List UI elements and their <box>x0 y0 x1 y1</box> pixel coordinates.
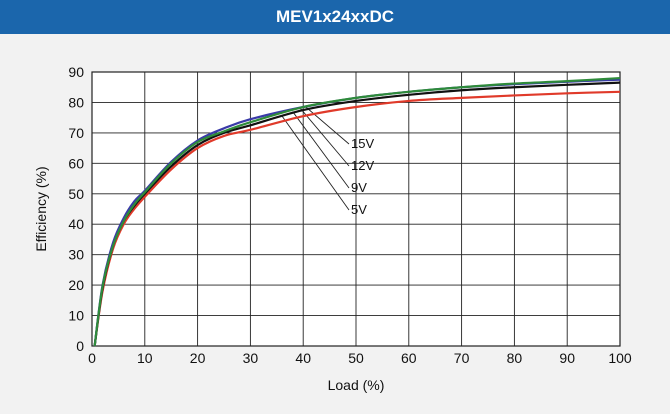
chart-title: MEV1x24xxDC <box>0 0 670 34</box>
callout-leader-line <box>300 108 350 167</box>
series-line-15v <box>93 76 621 347</box>
x-tick-label: 80 <box>507 350 523 366</box>
series-callout-label: 15V <box>351 136 374 151</box>
y-tick-label: 20 <box>68 277 84 293</box>
x-tick-label: 0 <box>88 350 96 366</box>
y-tick-label: 80 <box>68 94 84 110</box>
series-callouts: 15V 12V 9V 5V <box>281 106 374 217</box>
y-tick-label: 70 <box>68 125 84 141</box>
x-tick-label: 70 <box>454 350 470 366</box>
y-axis-label: Efficiency (%) <box>33 166 49 251</box>
grid-lines <box>91 71 621 347</box>
x-tick-label: 10 <box>137 350 153 366</box>
y-tick-label: 30 <box>68 247 84 263</box>
x-axis-label: Load (%) <box>328 377 385 393</box>
series-callout-label: 12V <box>351 158 374 173</box>
series-line-5v <box>93 90 621 347</box>
callout-leader-line <box>292 111 350 189</box>
efficiency-chart: 0 10 20 30 40 50 60 70 80 90 100 0 10 20 30 40 50 60 70 80 9… <box>33 64 632 393</box>
x-tick-label: 30 <box>243 350 259 366</box>
x-tick-label: 100 <box>608 350 632 366</box>
y-tick-label: 50 <box>68 186 84 202</box>
x-tick-label: 60 <box>401 350 417 366</box>
series-lines <box>93 76 621 347</box>
callout-leader-line <box>281 115 350 211</box>
y-tick-label: 60 <box>68 155 84 171</box>
x-tick-label: 20 <box>190 350 206 366</box>
tick-labels: 0 10 20 30 40 50 60 70 80 90 100 0 10 20 30 40 50 60 70 80 9… <box>68 64 631 366</box>
series-callout-label: 9V <box>351 180 367 195</box>
y-tick-label: 90 <box>68 64 84 80</box>
y-tick-label: 10 <box>68 308 84 324</box>
y-tick-label: 0 <box>76 338 84 354</box>
x-tick-label: 50 <box>348 350 364 366</box>
x-tick-label: 40 <box>295 350 311 366</box>
x-tick-label: 90 <box>559 350 575 366</box>
y-tick-label: 40 <box>68 216 84 232</box>
series-callout-label: 5V <box>351 202 367 217</box>
